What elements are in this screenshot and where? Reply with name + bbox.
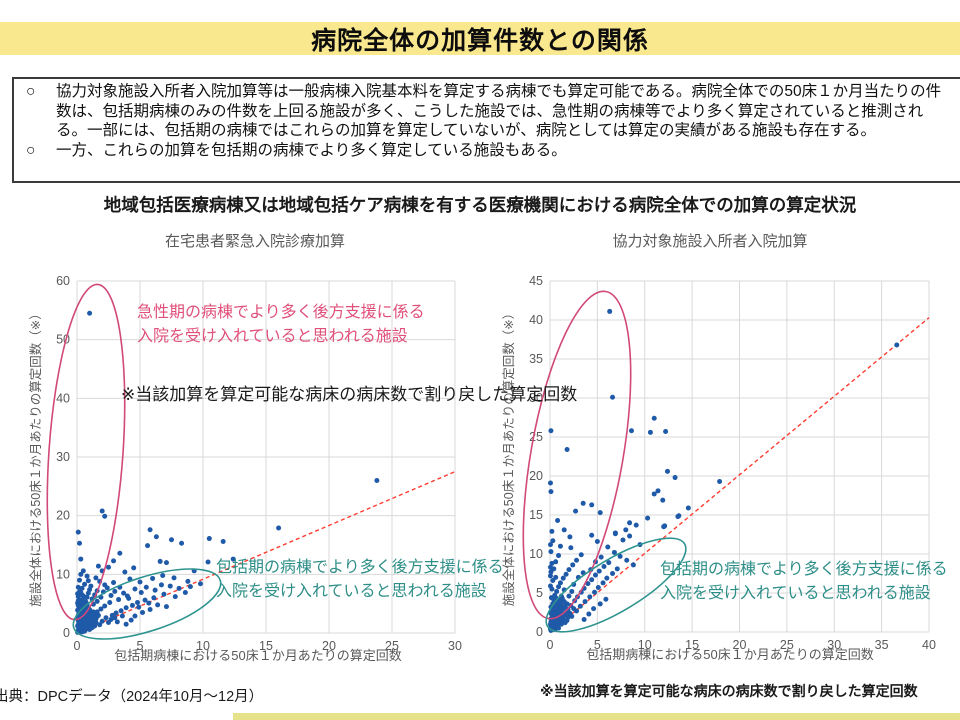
svg-text:60: 60 bbox=[56, 274, 70, 288]
svg-text:20: 20 bbox=[529, 469, 543, 483]
svg-text:40: 40 bbox=[56, 391, 70, 405]
svg-text:20: 20 bbox=[322, 639, 336, 653]
summary-bullet-1: ○ 協力対象施設入所者入院加算等は一般病棟入院基本料を算定する病棟でも算定可能で… bbox=[22, 82, 954, 141]
svg-text:5: 5 bbox=[536, 586, 543, 600]
left-chart-title: 在宅患者緊急入院診療加算 bbox=[164, 233, 345, 250]
svg-text:5: 5 bbox=[594, 638, 601, 652]
summary-bullet-1-text: 協力対象施設入所者入院加算等は一般病棟入院基本料を算定する病棟でも算定可能である… bbox=[56, 83, 942, 139]
acute-ward-annotation-line2: 入院を受け入れていると思われる施設 bbox=[137, 328, 408, 345]
svg-text:10: 10 bbox=[56, 567, 70, 581]
acute-ward-annotation-line1: 急性期の病棟でより多く後方支援に係る bbox=[137, 304, 425, 321]
summary-bullet-2: ○ 一方、これらの加算を包括期の病棟でより多く算定している施設もある。 bbox=[22, 141, 954, 161]
houkatsu-annotation-left-line2: 入院を受け入れていると思われる施設 bbox=[216, 583, 487, 600]
slide-title-bar: 病院全体の加算件数との関係 bbox=[0, 22, 960, 55]
summary-box: ○ 協力対象施設入所者入院加算等は一般病棟入院基本料を算定する病棟でも算定可能で… bbox=[12, 77, 960, 183]
denominator-footnote: ※当該加算を算定可能な病床の病床数で割り戻した算定回数 bbox=[540, 683, 918, 699]
right-chart-title: 協力対象施設入所者入院加算 bbox=[612, 233, 808, 250]
houkatsu-annotation-right-line2: 入院を受け入れていると思われる施設 bbox=[660, 585, 931, 602]
svg-text:15: 15 bbox=[685, 638, 699, 652]
svg-text:施設全体における50床１か月あたりの算定回数（※）: 施設全体における50床１か月あたりの算定回数（※） bbox=[501, 307, 516, 606]
source-note: 出典：DPCデータ（2024年10月～12月） bbox=[0, 689, 264, 705]
svg-text:20: 20 bbox=[56, 509, 70, 523]
houkatsu-ward-annotation-left: 包括期の病棟でより多く後方支援に係る 入院を受け入れていると思われる施設 bbox=[216, 556, 504, 604]
svg-text:0: 0 bbox=[547, 638, 554, 652]
svg-text:0: 0 bbox=[74, 639, 81, 653]
svg-text:30: 30 bbox=[448, 639, 462, 653]
svg-text:施設全体における50床１か月あたりの算定回数（※）: 施設全体における50床１か月あたりの算定回数（※） bbox=[28, 307, 43, 606]
svg-text:25: 25 bbox=[385, 639, 399, 653]
svg-text:0: 0 bbox=[63, 626, 70, 640]
svg-text:包括期病棟における50床１か月あたりの算定回数: 包括期病棟における50床１か月あたりの算定回数 bbox=[586, 647, 873, 662]
svg-text:25: 25 bbox=[780, 638, 794, 652]
svg-text:40: 40 bbox=[529, 313, 543, 327]
svg-text:包括期病棟における50床１か月あたりの算定回数: 包括期病棟における50床１か月あたりの算定回数 bbox=[114, 648, 401, 663]
page-title: 病院全体の加算件数との関係 bbox=[311, 26, 649, 55]
svg-text:30: 30 bbox=[56, 450, 70, 464]
svg-text:5: 5 bbox=[137, 639, 144, 653]
svg-text:15: 15 bbox=[529, 508, 543, 522]
houkatsu-ward-annotation-right: 包括期の病棟でより多く後方支援に係る 入院を受け入れていると思われる施設 bbox=[660, 558, 948, 606]
svg-text:30: 30 bbox=[827, 638, 841, 652]
bullet-circle-marker: ○ bbox=[26, 83, 36, 100]
svg-text:15: 15 bbox=[259, 639, 273, 653]
svg-text:30: 30 bbox=[529, 391, 543, 405]
svg-text:35: 35 bbox=[875, 638, 889, 652]
section-heading: 地域包括医療病棟又は地域包括ケア病棟を有する医療機関における病院全体での加算の算… bbox=[103, 195, 857, 215]
acute-ward-annotation: 急性期の病棟でより多く後方支援に係る 入院を受け入れていると思われる施設 bbox=[137, 301, 425, 349]
houkatsu-annotation-left-line1: 包括期の病棟でより多く後方支援に係る bbox=[216, 559, 504, 576]
denominator-note-inline: ※当該加算を算定可能な病床の病床数で割り戻した算定回数 bbox=[121, 385, 578, 404]
svg-text:20: 20 bbox=[733, 638, 747, 652]
houkatsu-annotation-right-line1: 包括期の病棟でより多く後方支援に係る bbox=[660, 561, 948, 578]
svg-text:25: 25 bbox=[529, 430, 543, 444]
svg-text:45: 45 bbox=[529, 274, 543, 288]
svg-text:10: 10 bbox=[529, 547, 543, 561]
svg-text:10: 10 bbox=[196, 639, 210, 653]
bottom-accent-strip bbox=[233, 713, 960, 720]
svg-text:35: 35 bbox=[529, 352, 543, 366]
svg-text:40: 40 bbox=[922, 638, 936, 652]
svg-text:10: 10 bbox=[638, 638, 652, 652]
svg-text:0: 0 bbox=[536, 625, 543, 639]
summary-bullet-2-text: 一方、これらの加算を包括期の病棟でより多く算定している施設もある。 bbox=[56, 141, 567, 159]
bullet-circle-marker: ○ bbox=[26, 141, 36, 159]
